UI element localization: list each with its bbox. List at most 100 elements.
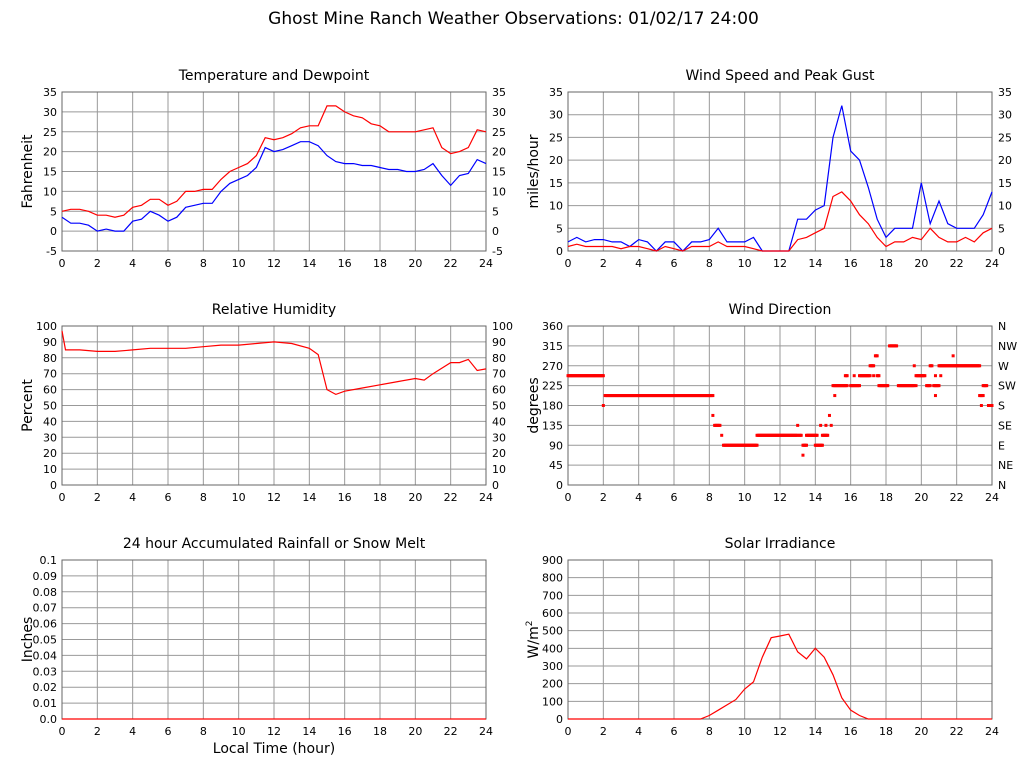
- x-tick-label: 0: [59, 257, 66, 270]
- y-tick-label: 800: [542, 572, 563, 585]
- x-tick-label: 16: [844, 257, 858, 270]
- series-line-1: [61, 330, 487, 396]
- x-tick-label: 6: [671, 725, 678, 738]
- wind-direction-point: [981, 394, 985, 398]
- y-tick-label: 0.04: [33, 649, 58, 662]
- wind-direction-point: [820, 443, 824, 447]
- x-tick-label: 14: [302, 491, 316, 504]
- right-tick-label: N: [998, 479, 1006, 492]
- chart-title: Relative Humidity: [212, 302, 336, 318]
- y-axis-label-superscript: 2: [525, 621, 535, 627]
- y-tick-label: 360: [542, 320, 563, 333]
- x-tick-label: 24: [479, 491, 493, 504]
- x-tick-label: 6: [671, 257, 678, 270]
- wind-direction-point: [718, 423, 722, 427]
- x-tick-label: 0: [565, 491, 572, 504]
- wind-direction-point: [951, 354, 955, 358]
- x-tick-label: 24: [479, 725, 493, 738]
- right-tick-label: 5: [998, 222, 1005, 235]
- wind-direction-point: [912, 384, 916, 388]
- wind-direction-point: [912, 364, 916, 368]
- y-tick-label: 500: [542, 625, 563, 638]
- y-tick-label: 225: [542, 380, 563, 393]
- y-tick-label: 25: [43, 126, 57, 139]
- x-tick-label: 22: [444, 257, 458, 270]
- y-tick-label: 40: [43, 415, 57, 428]
- main-title: Ghost Mine Ranch Weather Observations: 0…: [268, 9, 759, 29]
- x-tick-label: 20: [408, 725, 422, 738]
- x-tick-label: 20: [408, 257, 422, 270]
- wind-direction-point: [872, 374, 876, 378]
- x-tick-label: 14: [808, 257, 822, 270]
- x-tick-label: 16: [844, 725, 858, 738]
- x-tick-label: 14: [808, 725, 822, 738]
- y-tick-label: 5: [556, 222, 563, 235]
- x-tick-label: 2: [600, 257, 607, 270]
- y-tick-label: 5: [50, 205, 57, 218]
- y-tick-label: 90: [43, 336, 57, 349]
- y-axis-label: Inches: [20, 617, 36, 662]
- wind-direction-point: [711, 394, 715, 398]
- x-tick-label: 16: [338, 491, 352, 504]
- wind-direction-point: [868, 374, 872, 378]
- x-tick-label: 24: [985, 491, 999, 504]
- y-tick-label: 30: [43, 431, 57, 444]
- wind-direction-point: [937, 384, 941, 388]
- right-tick-label: 20: [998, 154, 1012, 167]
- y-tick-label: 400: [542, 642, 563, 655]
- wind-direction-point: [914, 384, 918, 388]
- wind-direction-point: [829, 423, 833, 427]
- y-tick-label: 0: [50, 479, 57, 492]
- right-tick-label: SW: [998, 380, 1016, 393]
- right-tick-label: 15: [492, 166, 506, 179]
- y-tick-label: 0.08: [33, 586, 58, 599]
- x-tick-label: 4: [635, 725, 642, 738]
- y-tick-label: 135: [542, 419, 563, 432]
- right-tick-label: E: [998, 439, 1005, 452]
- chart-panel-5: 24 hour Accumulated Rainfall or Snow Mel…: [20, 536, 493, 757]
- y-tick-label: 25: [549, 131, 563, 144]
- right-tick-label: 15: [998, 177, 1012, 190]
- y-tick-label: 10: [549, 200, 563, 213]
- y-tick-label: 900: [542, 554, 563, 567]
- x-tick-label: 16: [338, 725, 352, 738]
- wind-direction-point: [801, 453, 805, 457]
- x-tick-label: 8: [200, 257, 207, 270]
- y-tick-label: 0: [556, 713, 563, 726]
- series-line-2: [567, 191, 993, 252]
- wind-direction-point: [886, 384, 890, 388]
- wind-direction-point: [827, 413, 831, 417]
- wind-direction-point: [939, 374, 943, 378]
- y-tick-label: 15: [43, 166, 57, 179]
- right-tick-label: W: [998, 360, 1009, 373]
- x-tick-label: 2: [94, 725, 101, 738]
- wind-direction-point: [711, 413, 715, 417]
- y-tick-label: 0.06: [33, 618, 58, 631]
- wind-direction-point: [819, 423, 823, 427]
- x-tick-label: 20: [914, 725, 928, 738]
- x-tick-label: 18: [373, 725, 387, 738]
- y-tick-label: 0: [556, 479, 563, 492]
- x-tick-label: 12: [267, 725, 281, 738]
- x-tick-label: 14: [808, 491, 822, 504]
- right-tick-label: 0: [492, 479, 499, 492]
- series-line-1: [568, 633, 992, 720]
- y-tick-label: 0.07: [33, 602, 58, 615]
- wind-direction-point: [978, 364, 982, 368]
- right-tick-label: 10: [998, 200, 1012, 213]
- y-tick-label: 100: [542, 695, 563, 708]
- x-tick-label: 2: [94, 491, 101, 504]
- x-tick-label: 8: [200, 725, 207, 738]
- x-tick-label: 20: [408, 491, 422, 504]
- y-tick-label: -5: [46, 245, 57, 258]
- right-tick-label: 30: [492, 106, 506, 119]
- x-tick-label: 22: [444, 725, 458, 738]
- right-tick-label: 35: [998, 86, 1012, 99]
- x-tick-label: 18: [879, 491, 893, 504]
- right-tick-label: N: [998, 320, 1006, 333]
- chart-title: Wind Speed and Peak Gust: [686, 68, 875, 84]
